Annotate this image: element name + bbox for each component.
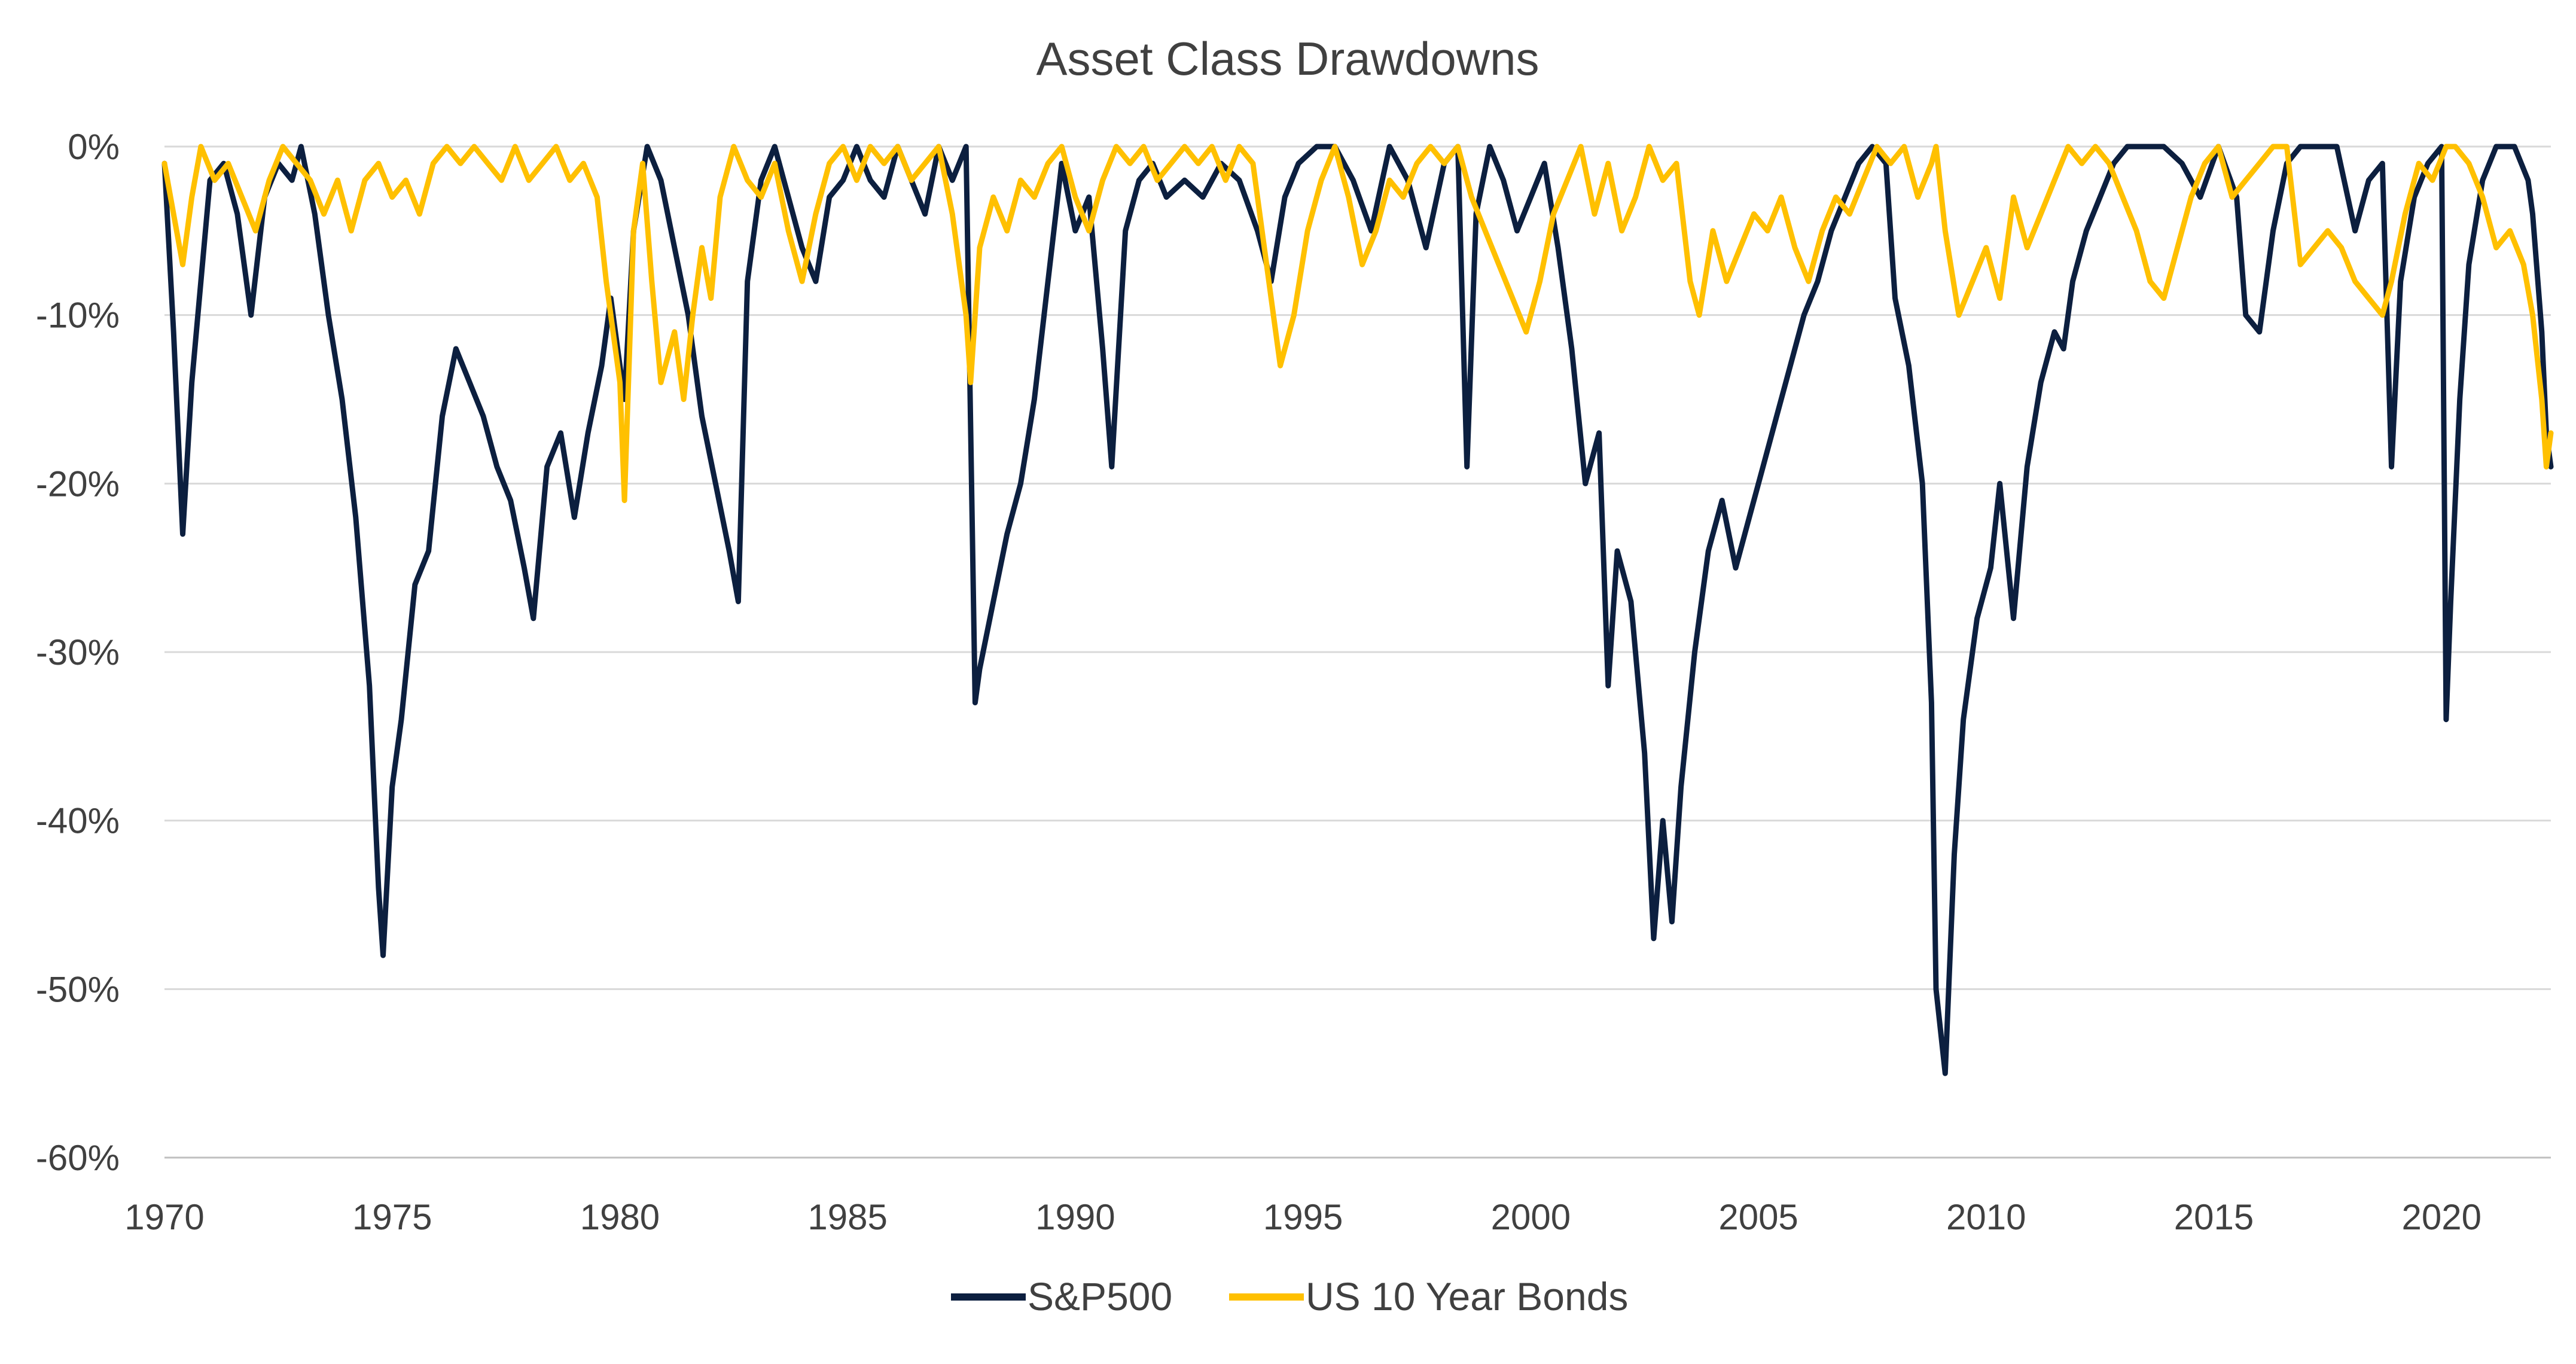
y-tick-label: -50%	[36, 969, 120, 1009]
x-axis-tick-labels: 1970 1975 1980 1985 1990 1995 2000 2005 2010 2015…	[124, 1197, 2482, 1237]
legend-label-s-p500: S&P500	[1028, 1274, 1172, 1319]
series-lines	[161, 144, 2554, 1076]
y-tick-label: -40%	[36, 801, 120, 841]
chart-title: Asset Class Drawdowns	[1037, 32, 1539, 85]
x-tick-label: 1970	[124, 1197, 204, 1237]
legend-label-us-10-year-bonds: US 10 Year Bonds	[1306, 1274, 1628, 1319]
y-tick-label: -20%	[36, 464, 120, 504]
x-tick-label: 1995	[1263, 1197, 1343, 1237]
y-tick-label: -10%	[36, 296, 120, 336]
x-tick-label: 1990	[1035, 1197, 1115, 1237]
x-tick-label: 2020	[2402, 1197, 2482, 1237]
x-tick-label: 2010	[1946, 1197, 2026, 1237]
x-tick-label: 2015	[2174, 1197, 2254, 1237]
y-axis-tick-labels: 0% -10% -20% -30% -40% -50% -60%	[36, 127, 120, 1178]
x-tick-label: 2000	[1491, 1197, 1571, 1237]
x-tick-label: 1985	[807, 1197, 887, 1237]
x-tick-label: 2005	[1718, 1197, 1798, 1237]
series-line-s-p500	[161, 144, 2554, 1076]
y-tick-label: 0%	[68, 127, 120, 167]
legend: S&P500 US 10 Year Bonds	[951, 1274, 1628, 1319]
x-tick-label: 1980	[580, 1197, 660, 1237]
y-tick-label: -60%	[36, 1138, 120, 1178]
y-tick-label: -30%	[36, 632, 120, 672]
y-gridlines	[164, 145, 2551, 1159]
x-tick-label: 1975	[352, 1197, 432, 1237]
series-line-us-10-year-bonds	[161, 144, 2554, 503]
